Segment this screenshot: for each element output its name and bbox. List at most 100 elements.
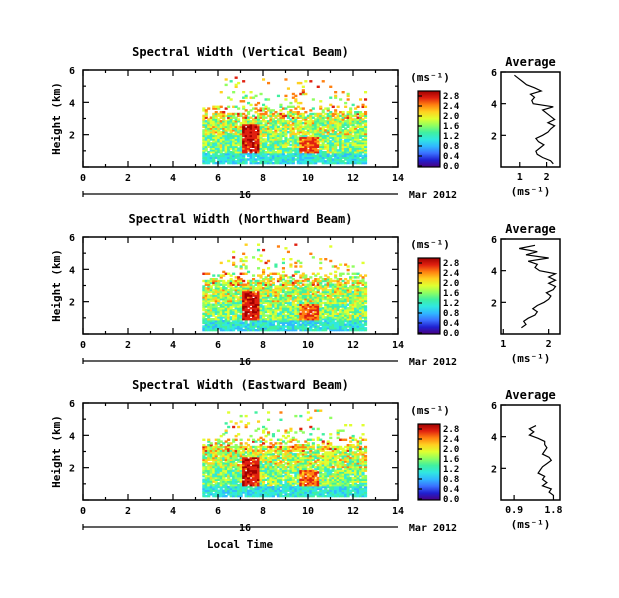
heatmap-cell xyxy=(249,314,253,317)
heatmap-cell xyxy=(359,111,363,114)
heatmap-cell xyxy=(274,292,278,295)
heatmap-cell xyxy=(207,118,211,121)
heatmap-cell xyxy=(264,152,268,156)
heatmap-cell xyxy=(257,248,261,252)
heatmap-cell xyxy=(286,476,290,480)
heatmap-cell xyxy=(234,478,238,481)
heatmap-cell xyxy=(271,149,275,152)
heatmap-cell xyxy=(227,290,231,294)
heatmap-cell xyxy=(224,485,228,489)
heatmap-cell xyxy=(254,151,258,154)
heatmap-cell xyxy=(254,482,258,485)
heatmap-cell xyxy=(346,98,350,101)
heatmap-cell xyxy=(274,127,278,130)
heatmap-cell xyxy=(331,308,335,312)
heatmap-cell xyxy=(237,447,241,451)
heatmap-cell xyxy=(222,296,226,299)
heatmap-cell xyxy=(291,120,295,123)
heatmap-cell xyxy=(346,303,350,306)
heatmap-cell xyxy=(279,118,283,121)
heatmap-cell xyxy=(212,310,216,314)
heatmap-cell xyxy=(316,114,320,118)
heatmap-cell xyxy=(346,321,350,325)
heatmap-cell xyxy=(229,420,233,423)
heatmap-cell xyxy=(249,288,253,292)
heatmap-cell xyxy=(214,471,218,474)
heatmap-cell xyxy=(346,288,350,292)
heatmap-cell xyxy=(242,449,246,452)
heatmap-cell xyxy=(234,125,238,128)
heatmap-cell xyxy=(234,123,238,127)
heatmap-cell xyxy=(224,462,228,465)
heatmap-cell xyxy=(267,316,271,319)
heatmap-cell xyxy=(239,131,243,134)
heatmap-cell xyxy=(252,118,256,121)
heatmap-cell xyxy=(291,96,295,99)
heatmap-cell xyxy=(214,111,218,114)
heatmap-cell xyxy=(237,464,241,467)
heatmap-cell xyxy=(242,279,246,283)
heatmap-cell xyxy=(329,120,333,123)
heatmap-cell xyxy=(311,120,315,123)
heatmap-cell xyxy=(247,288,251,292)
heatmap-cell xyxy=(326,127,330,130)
heatmap-cell xyxy=(262,78,266,81)
heatmap-cell xyxy=(301,107,305,110)
heatmap-cell xyxy=(331,131,335,134)
heatmap-cell xyxy=(291,294,295,297)
heatmap-cell xyxy=(284,158,288,161)
heatmap-cell xyxy=(274,299,278,303)
heatmap-cell xyxy=(284,453,288,456)
heatmap-cell xyxy=(242,451,246,454)
heatmap-cell xyxy=(259,453,263,456)
heatmap-cell xyxy=(239,484,243,487)
heatmap-cell xyxy=(296,456,300,460)
heatmap-cell xyxy=(326,318,330,321)
heatmap-cell xyxy=(321,132,325,136)
heatmap-cell xyxy=(294,98,298,101)
heatmap-cell xyxy=(319,327,323,330)
heatmap-cell xyxy=(222,303,226,306)
heatmap-cell xyxy=(279,480,283,483)
heatmap-cell xyxy=(309,252,313,255)
heatmap-cell xyxy=(326,288,330,292)
heatmap-cell xyxy=(291,299,295,303)
heatmap-cell xyxy=(274,114,278,118)
x-tick-label: 14 xyxy=(392,173,404,184)
heatmap-cell xyxy=(276,471,280,474)
heatmap-cell xyxy=(252,120,256,123)
heatmap-cell xyxy=(296,491,300,494)
heatmap-cell xyxy=(281,258,285,261)
heatmap-cell xyxy=(359,145,363,148)
heatmap-cell xyxy=(289,265,293,268)
heatmap-cell xyxy=(351,154,355,158)
heatmap-cell xyxy=(247,308,251,312)
heatmap-cell xyxy=(229,307,233,310)
heatmap-cell xyxy=(227,294,231,297)
heatmap-cell xyxy=(219,318,223,321)
heatmap-cell xyxy=(336,123,340,127)
heatmap-cell xyxy=(227,143,231,147)
heatmap-cell xyxy=(316,325,320,328)
heatmap-cell xyxy=(267,487,271,491)
heatmap-cell xyxy=(249,328,253,332)
heatmap-cell xyxy=(294,299,298,303)
heatmap-cell xyxy=(212,296,216,299)
heatmap-cell xyxy=(351,281,355,285)
heatmap-cell xyxy=(346,299,350,303)
panel-title: Spectral Width (Vertical Beam) xyxy=(132,45,349,59)
heatmap-cell xyxy=(264,456,268,460)
heatmap-cell xyxy=(232,476,236,480)
heatmap-cell xyxy=(219,447,223,451)
heatmap-cell xyxy=(249,454,253,458)
heatmap-cell xyxy=(276,154,280,158)
heatmap-cell xyxy=(301,301,305,305)
heatmap-cell xyxy=(294,292,298,295)
heatmap-cell xyxy=(254,118,258,121)
heatmap-cell xyxy=(279,158,283,161)
heatmap-cell xyxy=(344,301,348,305)
heatmap-cell xyxy=(354,290,358,294)
heatmap-cell xyxy=(326,151,330,154)
heatmap-cell xyxy=(281,325,285,328)
heatmap-cell xyxy=(264,98,268,101)
